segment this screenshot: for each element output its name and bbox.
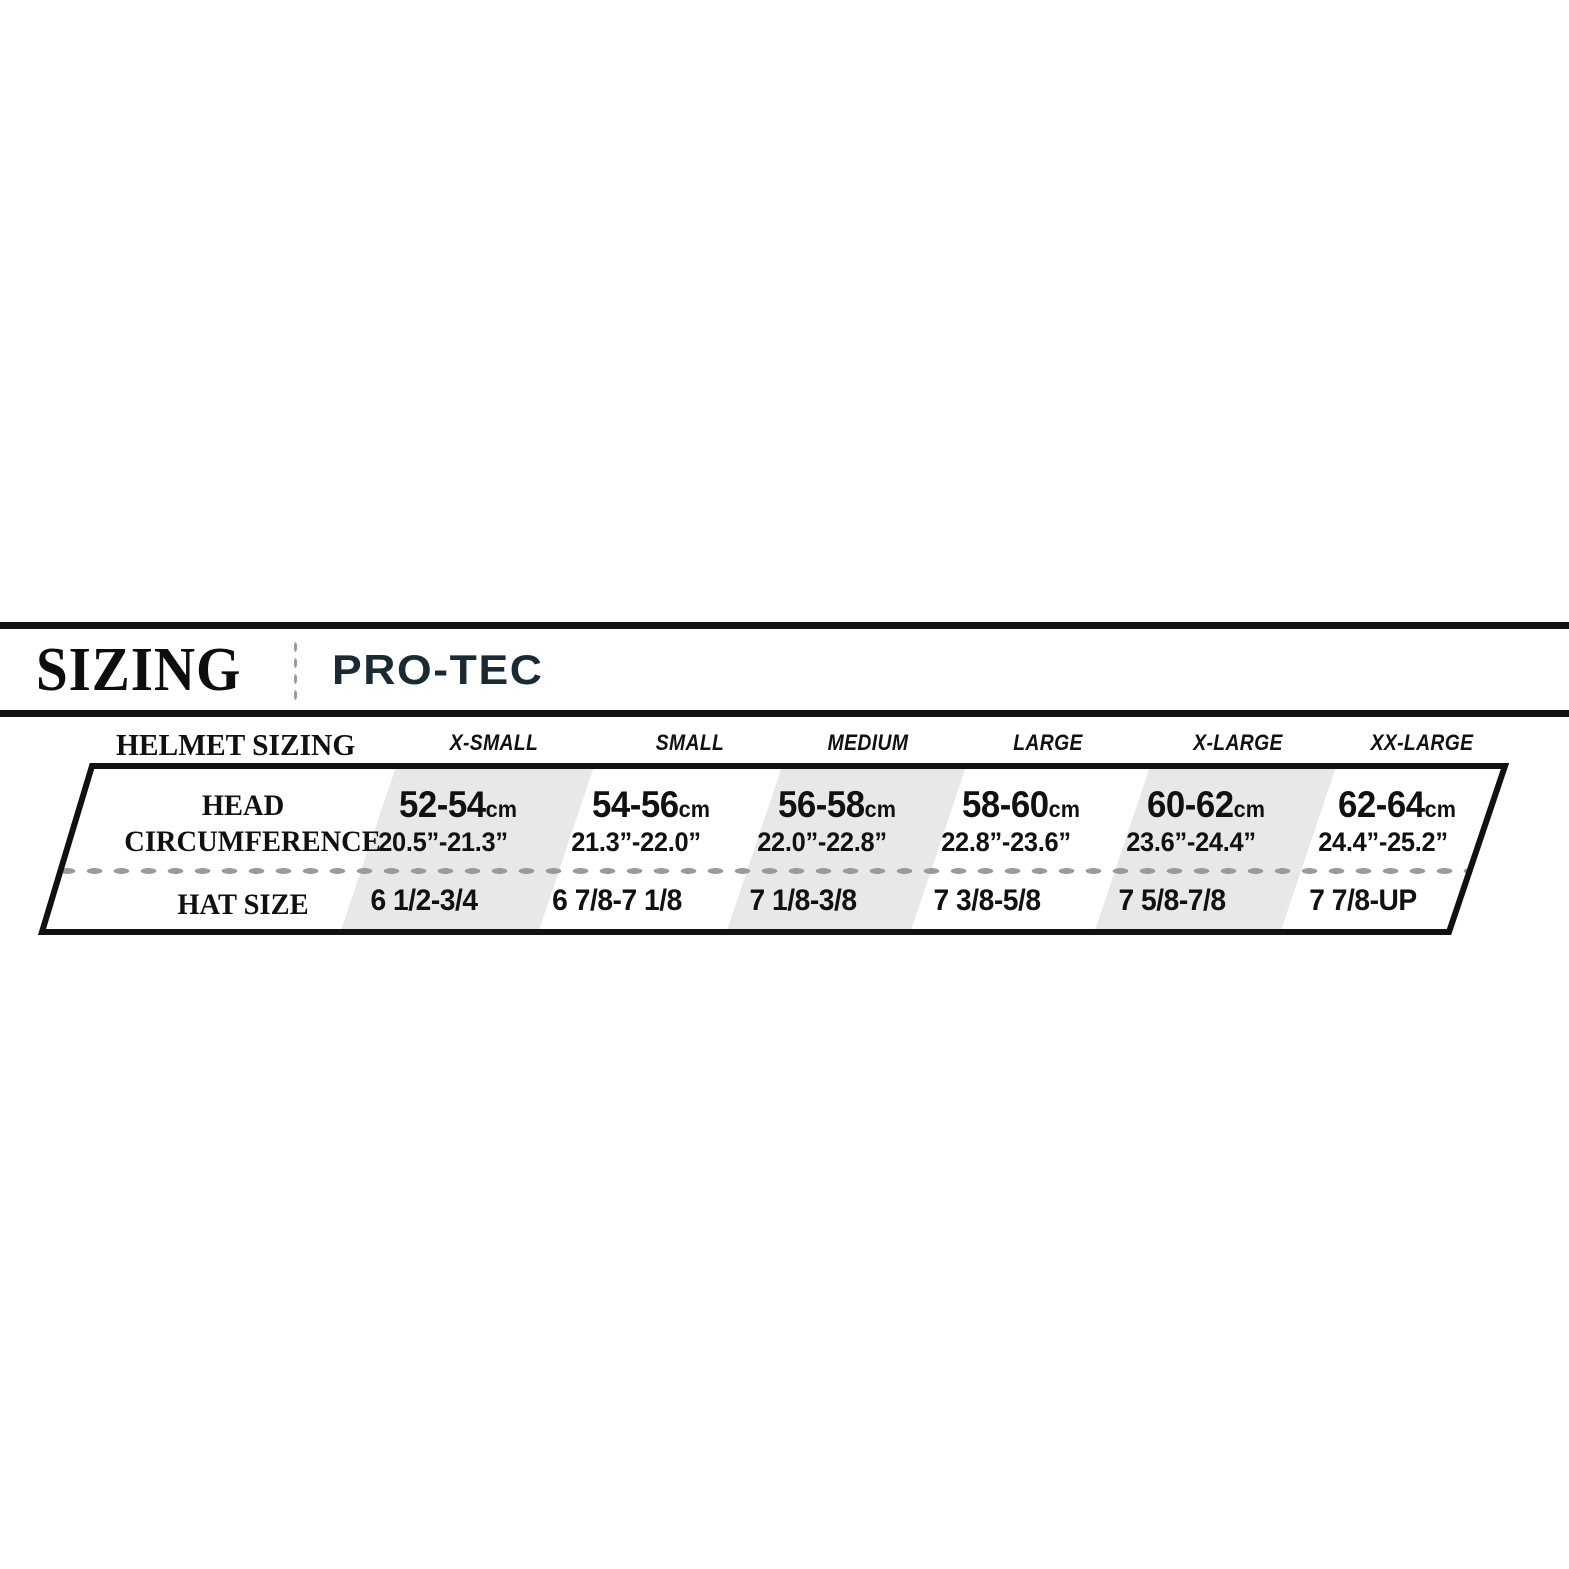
protec-brand-logo: PRO-TEC: [332, 645, 544, 693]
sizing-header-band: SIZING PRO-TEC: [0, 622, 1569, 717]
cell-cm-range-x-small: 52-54: [398, 784, 486, 825]
column-header-xx-large: XX-LARGE: [1370, 730, 1474, 755]
cell-cm-range-small: 54-56: [591, 784, 679, 825]
sizing-table: HEAD CIRCUMFERENCE HAT SIZE 52-54cm 20.5”…: [0, 760, 1569, 940]
row-label-head-circumference-line1: HEAD: [201, 789, 285, 822]
cell-cm-range-xx-large: 62-64: [1338, 784, 1425, 825]
page-title: SIZING: [36, 635, 242, 704]
cell-cm-xx-large: 62-64cm: [1275, 784, 1505, 825]
cell-cm-range-medium: 56-58: [777, 784, 865, 825]
cell-inches-xx-large: 24.4”-25.2”: [1318, 827, 1448, 857]
cell-cm-range-x-large: 60-62: [1146, 784, 1234, 825]
cell-cm-unit-x-large: cm: [1233, 796, 1265, 822]
column-header-x-small: X-SMALL: [449, 730, 539, 755]
column-header-large: LARGE: [1013, 730, 1083, 755]
helmet-sizing-label: HELMET SIZING: [116, 727, 356, 762]
row-dotted-separator-icon: [42, 866, 1505, 876]
cell-cm-unit-small: cm: [678, 796, 710, 822]
column-header-x-large: X-LARGE: [1193, 730, 1283, 755]
vertical-dotted-divider-icon: [293, 638, 299, 701]
cell-cm-range-large: 58-60: [961, 784, 1049, 825]
cell-cm-unit-x-small: cm: [485, 796, 517, 822]
column-header-row: HELMET SIZING X-SMALL SMALL MEDIUM LARGE…: [0, 727, 1569, 767]
column-header-small: SMALL: [655, 730, 725, 755]
cell-hat-size-xx-large: 7 7/8-UP: [1309, 884, 1418, 917]
cell-cm-unit-medium: cm: [864, 796, 896, 822]
table-body: HEAD CIRCUMFERENCE HAT SIZE 52-54cm 20.5”…: [42, 766, 1505, 932]
cell-cm-unit-large: cm: [1048, 796, 1080, 822]
column-header-medium: MEDIUM: [827, 730, 909, 755]
cell-cm-unit-xx-large: cm: [1424, 796, 1456, 822]
